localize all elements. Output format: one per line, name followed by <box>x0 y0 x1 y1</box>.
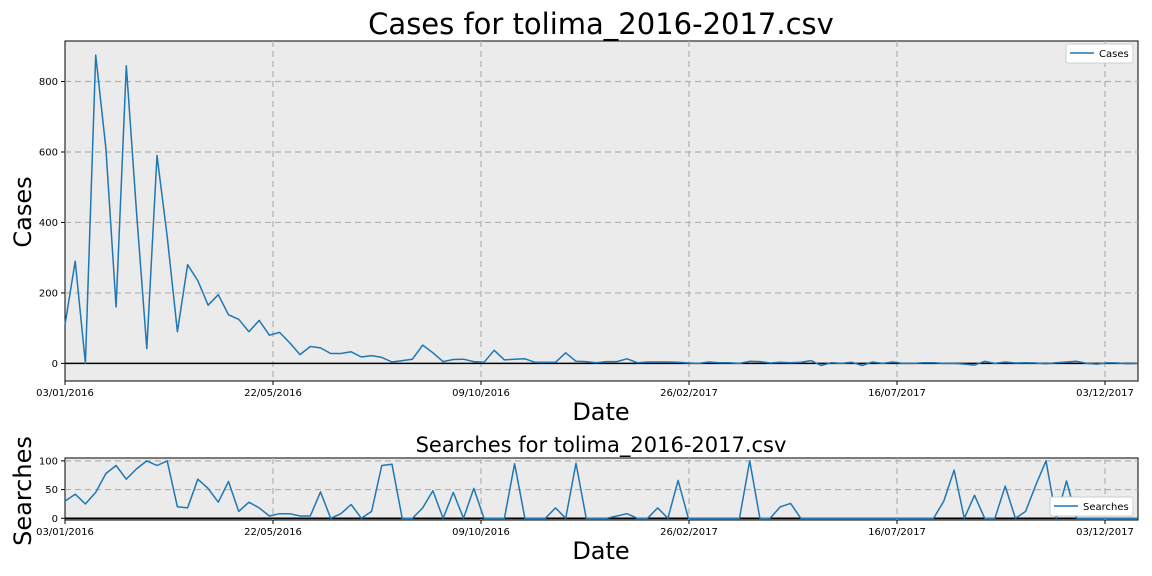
searches-x-axis-label: Date <box>572 537 629 565</box>
searches-series-line <box>64 460 1138 520</box>
cases-x-tick-label: 09/10/2016 <box>452 388 510 399</box>
cases-chart-title: Cases for tolima_2016-2017.csv <box>368 7 834 41</box>
cases-y-tick-label: 0 <box>52 359 58 370</box>
cases-x-tick-label: 03/01/2016 <box>36 388 94 399</box>
searches-legend-label: Searches <box>1083 502 1129 513</box>
searches-chart: Searches for tolima_2016-2017.csv 0 50 100… <box>9 433 1139 565</box>
cases-y-ticks: 0 200 400 600 800 <box>39 77 65 370</box>
searches-legend: Searches <box>1049 496 1134 517</box>
searches-x-tick-label: 09/10/2016 <box>452 527 510 538</box>
cases-y-tick-label: 400 <box>39 218 58 229</box>
searches-legend-box <box>1049 496 1134 517</box>
cases-x-ticks: 03/01/2016 22/05/2016 09/10/2016 26/02/2017… <box>36 381 1134 399</box>
searches-x-tick-label: 03/01/2016 <box>36 527 94 538</box>
searches-y-tick-label: 50 <box>45 485 58 496</box>
cases-plot-area <box>64 40 1139 382</box>
searches-x-tick-label: 22/05/2016 <box>244 527 302 538</box>
searches-y-axis-label: Searches <box>9 436 37 546</box>
cases-grid <box>65 41 1138 381</box>
searches-x-tick-label: 03/12/2017 <box>1076 527 1134 538</box>
cases-chart: Cases for tolima_2016-2017.csv 0 200 400 60… <box>9 7 1139 426</box>
searches-chart-title: Searches for tolima_2016-2017.csv <box>416 433 787 458</box>
cases-y-tick-label: 600 <box>39 147 58 158</box>
cases-legend-label: Cases <box>1099 49 1129 60</box>
cases-y-axis-label: Cases <box>9 176 37 247</box>
cases-series-line <box>64 54 1139 367</box>
cases-legend-box <box>1065 43 1134 64</box>
cases-x-tick-label: 26/02/2017 <box>660 388 718 399</box>
cases-y-tick-label: 800 <box>39 77 58 88</box>
cases-x-tick-label: 03/12/2017 <box>1076 388 1134 399</box>
cases-legend: Cases <box>1065 43 1134 64</box>
searches-y-tick-label: 100 <box>39 456 58 467</box>
cases-series-group <box>64 54 1139 367</box>
searches-grid <box>65 458 1138 520</box>
searches-series-group <box>64 460 1138 520</box>
cases-x-axis-label: Date <box>572 398 629 426</box>
searches-y-tick-label: 0 <box>52 514 58 525</box>
cases-y-tick-label: 200 <box>39 288 58 299</box>
cases-x-tick-label: 16/07/2017 <box>868 388 926 399</box>
searches-x-tick-label: 26/02/2017 <box>660 527 718 538</box>
searches-x-ticks: 03/01/2016 22/05/2016 09/10/2016 26/02/2017… <box>36 520 1134 538</box>
searches-y-ticks: 0 50 100 <box>39 456 65 525</box>
cases-x-tick-label: 22/05/2016 <box>244 388 302 399</box>
searches-x-tick-label: 16/07/2017 <box>868 527 926 538</box>
